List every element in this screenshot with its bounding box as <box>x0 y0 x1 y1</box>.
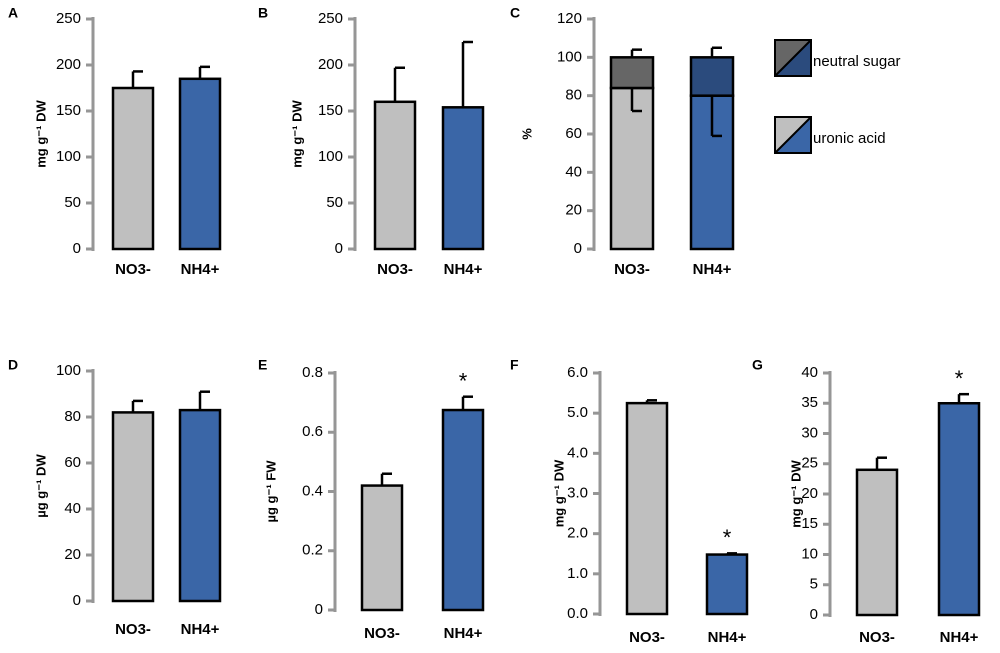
legend-label: uronic acid <box>813 130 886 147</box>
x-tick-label: NH4+ <box>708 629 747 646</box>
y-axis-label: mg g⁻¹ DW <box>788 460 803 528</box>
y-axis-label: µg g⁻¹ DW <box>33 454 48 518</box>
y-tick-label: 0 <box>73 592 81 609</box>
y-tick-label: 20 <box>565 202 582 219</box>
bar <box>937 402 981 617</box>
x-tick-label: NH4+ <box>444 261 483 278</box>
y-tick-label: 250 <box>56 10 81 27</box>
y-tick-label: 0 <box>315 601 323 618</box>
y-tick-label: 10 <box>801 545 818 562</box>
y-axis-label: % <box>519 128 534 140</box>
y-tick-label: 0 <box>73 240 81 257</box>
bar-segment <box>609 86 655 251</box>
panel-label: C <box>510 5 520 21</box>
x-tick-label: NH4+ <box>940 629 979 646</box>
panel-label: D <box>8 357 18 373</box>
bar <box>178 408 222 603</box>
bar <box>178 77 222 251</box>
bar-segment <box>609 56 655 90</box>
x-tick-label: NO3- <box>377 261 413 278</box>
y-tick-label: 0.6 <box>302 423 323 440</box>
bar <box>855 468 899 617</box>
y-tick-label: 40 <box>64 500 81 517</box>
y-tick-label: 80 <box>64 408 81 425</box>
legend-swatch-border <box>774 39 812 77</box>
bar <box>625 401 669 616</box>
y-tick-label: 0.2 <box>302 542 323 559</box>
y-tick-label: 4.0 <box>567 444 588 461</box>
x-tick-label: NO3- <box>115 621 151 638</box>
y-tick-label: 35 <box>801 394 818 411</box>
y-tick-label: 200 <box>56 56 81 73</box>
y-tick-label: 1.0 <box>567 565 588 582</box>
bar <box>373 100 417 251</box>
y-tick-label: 150 <box>56 102 81 119</box>
significance-mark: * <box>723 525 732 550</box>
y-tick-label: 0 <box>335 240 343 257</box>
y-tick-label: 30 <box>801 424 818 441</box>
x-tick-label: NH4+ <box>444 625 483 642</box>
y-tick-label: 2.0 <box>567 525 588 542</box>
significance-mark: * <box>955 366 964 391</box>
y-tick-label: 0.4 <box>302 482 323 499</box>
bar <box>111 411 155 603</box>
y-tick-label: 5.0 <box>567 404 588 421</box>
legend-label: neutral sugar <box>813 53 901 70</box>
panel-label: G <box>752 357 763 373</box>
y-tick-label: 50 <box>64 194 81 211</box>
bar <box>705 553 749 616</box>
x-tick-label: NO3- <box>859 629 895 646</box>
y-tick-label: 120 <box>557 10 582 27</box>
y-axis-label: mg g⁻¹ DW <box>33 100 48 168</box>
x-tick-label: NO3- <box>115 261 151 278</box>
y-axis-label: mg g⁻¹ DW <box>551 459 566 527</box>
y-tick-label: 100 <box>318 148 343 165</box>
x-tick-label: NO3- <box>364 625 400 642</box>
y-tick-label: 60 <box>565 125 582 142</box>
y-tick-label: 20 <box>801 485 818 502</box>
y-tick-label: 15 <box>801 515 818 532</box>
legend-swatch-border <box>774 116 812 154</box>
x-tick-label: NO3- <box>614 261 650 278</box>
y-tick-label: 40 <box>801 364 818 381</box>
bar <box>111 86 155 251</box>
x-tick-label: NH4+ <box>181 621 220 638</box>
x-tick-label: NH4+ <box>181 261 220 278</box>
x-tick-label: NO3- <box>629 629 665 646</box>
y-tick-label: 6.0 <box>567 364 588 381</box>
x-tick-label: NH4+ <box>693 261 732 278</box>
panel-label: B <box>258 5 268 21</box>
significance-mark: * <box>459 369 468 394</box>
bar <box>360 484 404 612</box>
bar-segment <box>689 56 735 97</box>
y-tick-label: 100 <box>56 362 81 379</box>
legend-swatch-diagonal <box>774 116 812 154</box>
y-tick-label: 150 <box>318 102 343 119</box>
y-tick-label: 40 <box>565 163 582 180</box>
y-tick-label: 0 <box>810 606 818 623</box>
y-tick-label: 0 <box>574 240 582 257</box>
y-tick-label: 0.0 <box>567 605 588 622</box>
bar <box>441 106 485 251</box>
bar <box>441 408 485 612</box>
y-tick-label: 3.0 <box>567 484 588 501</box>
y-tick-label: 80 <box>565 87 582 104</box>
y-tick-label: 5 <box>810 576 818 593</box>
y-tick-label: 250 <box>318 10 343 27</box>
panel-label: F <box>510 357 519 373</box>
y-tick-label: 50 <box>326 194 343 211</box>
panel-label: A <box>8 5 18 21</box>
y-tick-label: 0.8 <box>302 364 323 381</box>
y-tick-label: 60 <box>64 454 81 471</box>
y-tick-label: 100 <box>56 148 81 165</box>
y-tick-label: 100 <box>557 48 582 65</box>
y-axis-label: mg g⁻¹ DW <box>289 100 304 168</box>
y-tick-label: 20 <box>64 546 81 563</box>
y-tick-label: 25 <box>801 455 818 472</box>
y-axis-label: µg g⁻¹ FW <box>263 460 278 523</box>
panel-label: E <box>258 357 267 373</box>
y-tick-label: 200 <box>318 56 343 73</box>
legend-swatch-diagonal <box>774 39 812 77</box>
